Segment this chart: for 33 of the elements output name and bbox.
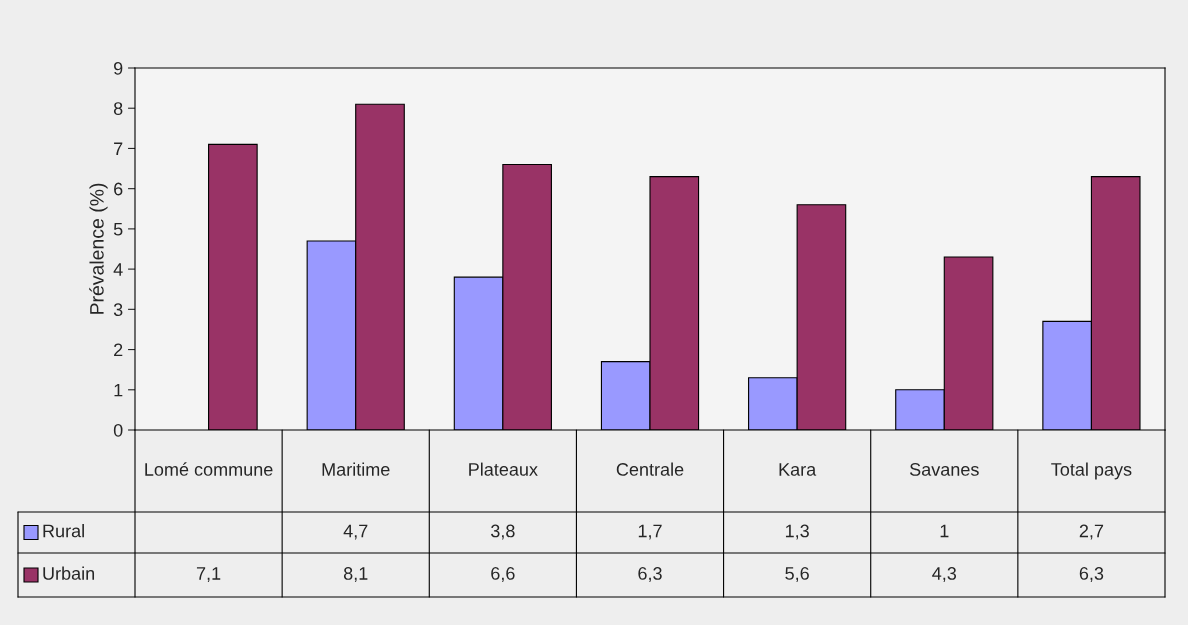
legend-label: Rural — [43, 524, 84, 538]
y-tick-label: 2 — [114, 343, 123, 357]
x-tick-label: Maritime — [322, 462, 390, 476]
y-tick-label: 4 — [113, 263, 123, 276]
data-label: 6,6 — [491, 567, 515, 582]
data-label: 1,3 — [785, 524, 809, 540]
legend-label: Urbain — [43, 566, 95, 580]
y-tick-label: 9 — [114, 61, 123, 75]
x-tick-label: Lomé commune — [145, 462, 273, 476]
data-label: 2,7 — [1079, 524, 1104, 540]
data-label: 5,6 — [785, 567, 809, 582]
data-label: 3,8 — [491, 524, 515, 540]
data-label: 1 — [940, 524, 949, 538]
data-label: 1,7 — [638, 524, 662, 540]
y-tick-label: 5 — [113, 223, 123, 236]
x-tick-label: Total pays — [1051, 462, 1132, 480]
y-axis-title: Prévalence (%) — [89, 183, 108, 314]
data-label: 6,3 — [638, 567, 662, 582]
y-tick-label: 0 — [113, 423, 123, 437]
x-tick-label: Plateaux — [469, 462, 538, 476]
x-tick-label: Centrale — [616, 462, 684, 476]
data-label: 4,3 — [932, 567, 957, 582]
x-tick-label: Kara — [779, 463, 817, 476]
y-tick-label: 7 — [114, 142, 123, 155]
data-label: 4,7 — [343, 524, 368, 540]
x-tick-label: Savanes — [909, 463, 979, 476]
data-label: 7,1 — [196, 567, 221, 582]
y-tick-label: 3 — [113, 303, 123, 317]
data-label: 8,1 — [343, 567, 368, 582]
y-tick-label: 8 — [113, 102, 123, 115]
data-label: 6,3 — [1079, 567, 1104, 582]
y-tick-label: 1 — [114, 383, 123, 397]
y-tick-label: 6 — [114, 182, 123, 196]
